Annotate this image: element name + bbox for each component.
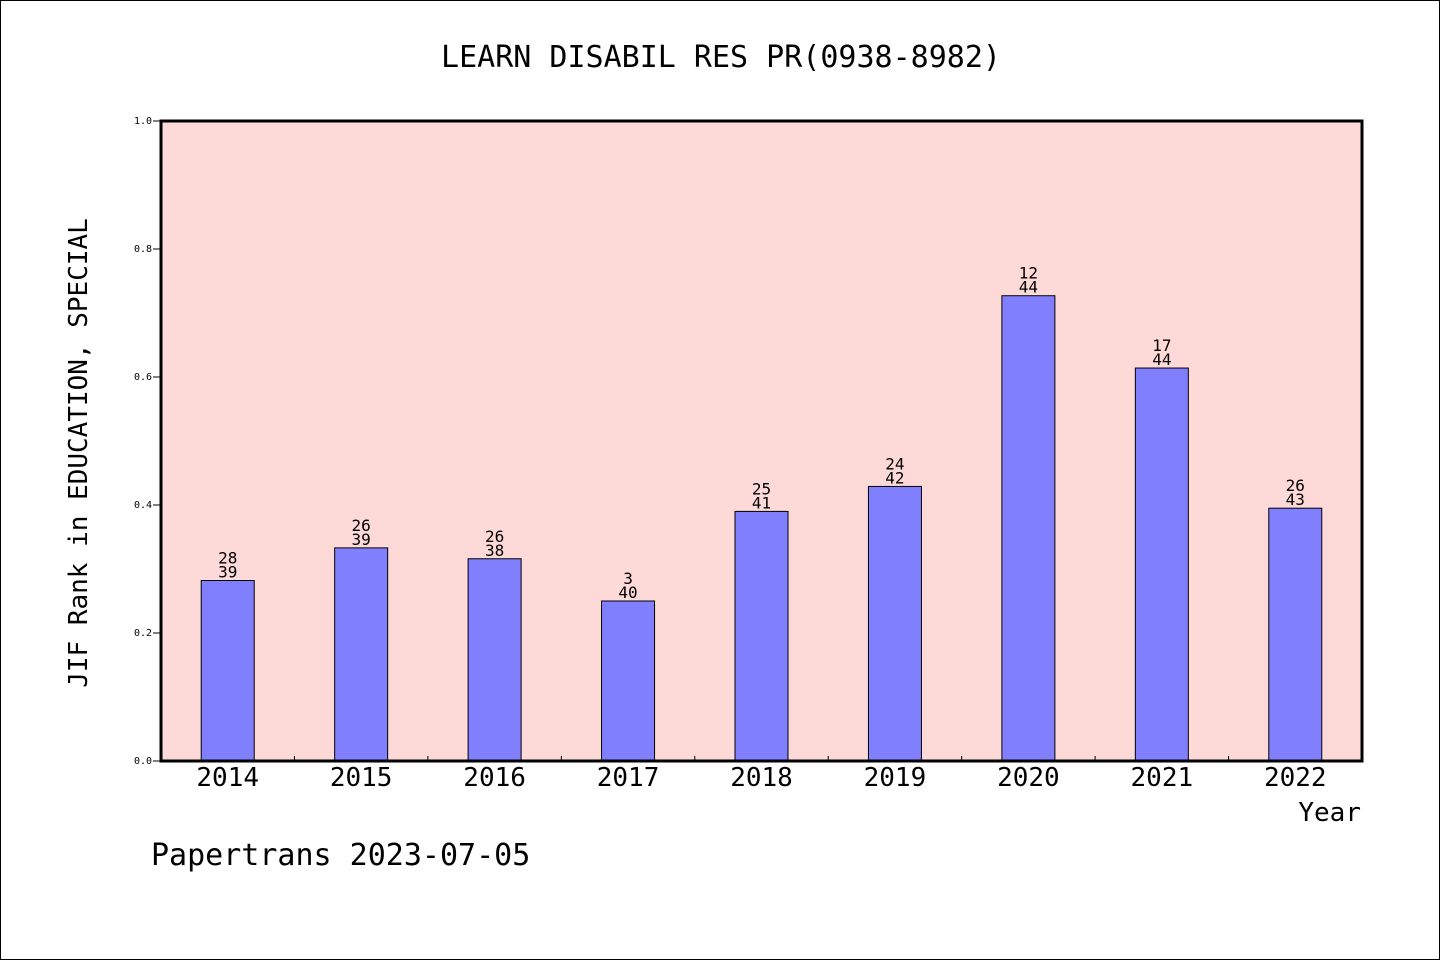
x-tick-label: 2022 xyxy=(1264,763,1327,793)
bar-2018 xyxy=(734,510,789,762)
y-tick-label: 0.4 xyxy=(134,500,152,511)
plot-border xyxy=(159,119,1364,763)
y-axis: 0.0 0.2 0.4 0.6 0.8 1.0 xyxy=(134,116,161,767)
bar-total-label: 42 xyxy=(885,468,904,487)
footer-text: Papertrans 2023-07-05 xyxy=(151,838,530,873)
bar-2017 xyxy=(601,600,656,762)
bar-rank-label: 17 xyxy=(1152,336,1171,355)
bar-2021 xyxy=(1134,367,1189,762)
bar-rank-label: 28 xyxy=(218,549,237,568)
bar-rank-label: 26 xyxy=(1286,476,1305,495)
x-tick-label: 2014 xyxy=(196,763,259,793)
x-axis: 2014 2015 2016 2017 2018 2019 2020 2021 2022 xyxy=(196,756,1327,793)
x-tick-label: 2017 xyxy=(597,763,660,793)
x-tick-label: 2018 xyxy=(730,763,793,793)
bar-2014 xyxy=(200,580,255,762)
y-tick-label: 1.0 xyxy=(134,116,152,127)
bar-2022 xyxy=(1268,507,1323,762)
x-tick-label: 2015 xyxy=(330,763,393,793)
x-tick-label: 2020 xyxy=(997,763,1060,793)
x-tick-label: 2019 xyxy=(864,763,927,793)
bar-total-label: 41 xyxy=(752,493,771,512)
bar-2020 xyxy=(1001,295,1056,762)
bar-rank-label: 26 xyxy=(352,516,371,535)
bar-rank-label: 24 xyxy=(885,454,904,473)
x-tick-label: 2021 xyxy=(1131,763,1194,793)
x-axis-label: Year xyxy=(1298,798,1361,828)
y-tick-label: 0.2 xyxy=(134,628,152,639)
bar-rank-label: 12 xyxy=(1019,264,1038,283)
chart-title: LEARN DISABIL RES PR(0938-8982) xyxy=(441,40,1001,75)
bar-total-label: 38 xyxy=(485,541,504,560)
bar-total-label: 44 xyxy=(1019,278,1038,297)
bar-rank-label: 3 xyxy=(623,569,633,588)
x-tick-label: 2016 xyxy=(463,763,526,793)
bar-total-label: 40 xyxy=(618,583,637,602)
bar-total-label: 43 xyxy=(1286,490,1305,509)
y-axis-label: JIF Rank in EDUCATION, SPECIAL xyxy=(64,218,94,688)
bar-2019 xyxy=(867,485,922,762)
bar-total-label: 39 xyxy=(218,563,237,582)
bar-2015 xyxy=(334,547,389,762)
y-tick-label: 0.0 xyxy=(134,756,152,767)
bar-rank-label: 26 xyxy=(485,527,504,546)
y-tick-label: 0.6 xyxy=(134,372,152,383)
bar-2016 xyxy=(467,558,522,762)
bar-total-label: 39 xyxy=(352,530,371,549)
bar-total-label: 44 xyxy=(1152,350,1171,369)
y-tick-label: 0.8 xyxy=(134,244,152,255)
bar-rank-label: 25 xyxy=(752,479,771,498)
